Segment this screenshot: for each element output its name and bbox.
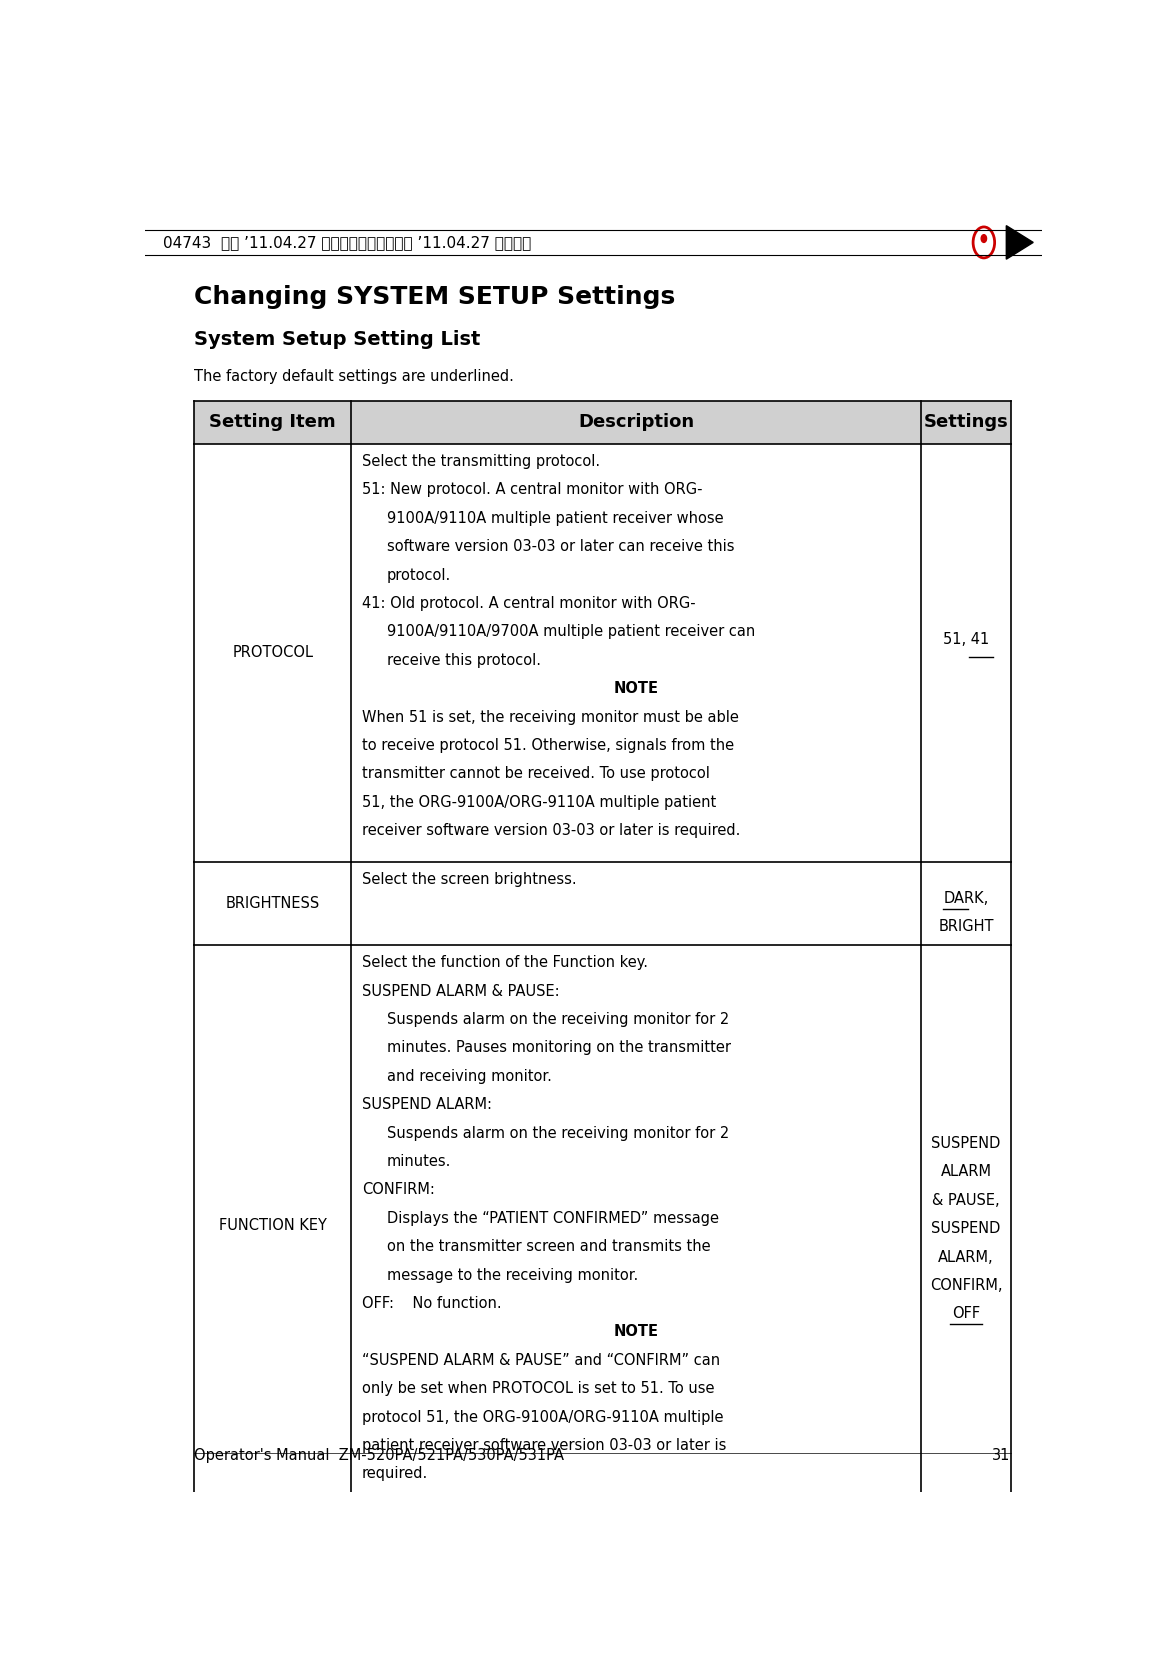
Text: and receiving monitor.: and receiving monitor. [387,1069,552,1084]
Text: OFF:    No function.: OFF: No function. [362,1296,501,1311]
Text: FUNCTION KEY: FUNCTION KEY [219,1217,327,1232]
Text: protocol 51, the ORG-9100A/ORG-9110A multiple: protocol 51, the ORG-9100A/ORG-9110A mul… [362,1410,724,1425]
Text: CONFIRM,: CONFIRM, [930,1277,1002,1292]
Text: transmitter cannot be received. To use protocol: transmitter cannot be received. To use p… [362,766,710,781]
Text: System Setup Setting List: System Setup Setting List [195,330,481,349]
Text: & PAUSE,: & PAUSE, [932,1193,999,1208]
Text: Select the transmitting protocol.: Select the transmitting protocol. [362,454,600,469]
Text: SUSPEND: SUSPEND [931,1222,1001,1237]
Text: minutes. Pauses monitoring on the transmitter: minutes. Pauses monitoring on the transm… [387,1041,731,1056]
Text: Changing SYSTEM SETUP Settings: Changing SYSTEM SETUP Settings [195,285,675,308]
Text: BRIGHTNESS: BRIGHTNESS [226,897,320,912]
Text: NOTE: NOTE [614,1324,659,1339]
Text: on the transmitter screen and transmits the: on the transmitter screen and transmits … [387,1239,711,1254]
Text: minutes.: minutes. [387,1155,452,1170]
Text: Operator's Manual  ZM-520PA/521PA/530PA/531PA: Operator's Manual ZM-520PA/521PA/530PA/5… [195,1448,564,1463]
Text: Settings: Settings [924,414,1009,431]
Text: DARK,: DARK, [944,890,989,905]
Text: Setting Item: Setting Item [210,414,336,431]
Text: Suspends alarm on the receiving monitor for 2: Suspends alarm on the receiving monitor … [387,1012,730,1027]
Text: protocol.: protocol. [387,568,452,583]
Text: 51, 41: 51, 41 [943,632,989,647]
Text: patient receiver software version 03-03 or later is: patient receiver software version 03-03 … [362,1438,726,1453]
Text: 41: Old protocol. A central monitor with ORG-: 41: Old protocol. A central monitor with… [362,597,696,612]
Text: SUSPEND ALARM:: SUSPEND ALARM: [362,1098,492,1113]
Text: message to the receiving monitor.: message to the receiving monitor. [387,1267,638,1282]
Text: SUSPEND: SUSPEND [931,1136,1001,1151]
Text: ALARM: ALARM [940,1165,991,1180]
Text: OFF: OFF [952,1306,980,1321]
Polygon shape [1006,226,1033,260]
Text: software version 03-03 or later can receive this: software version 03-03 or later can rece… [387,540,734,555]
Text: Displays the “PATIENT CONFIRMED” message: Displays the “PATIENT CONFIRMED” message [387,1210,719,1225]
Text: BRIGHT: BRIGHT [938,918,994,934]
Bar [195,401,1011,444]
Text: 51, the ORG-9100A/ORG-9110A multiple patient: 51, the ORG-9100A/ORG-9110A multiple pat… [362,794,716,810]
Text: PROTOCOL: PROTOCOL [232,645,313,660]
Text: CONFIRM:: CONFIRM: [362,1183,434,1197]
Text: Select the screen brightness.: Select the screen brightness. [362,872,577,887]
Text: to receive protocol 51. Otherwise, signals from the: to receive protocol 51. Otherwise, signa… [362,737,734,753]
Text: Suspends alarm on the receiving monitor for 2: Suspends alarm on the receiving monitor … [387,1126,730,1141]
Text: The factory default settings are underlined.: The factory default settings are underli… [195,369,514,384]
Text: 9100A/9110A/9700A multiple patient receiver can: 9100A/9110A/9700A multiple patient recei… [387,625,755,640]
Text: receive this protocol.: receive this protocol. [387,654,541,667]
Text: Description: Description [578,414,694,431]
Text: 04743  作成 ’11.04.27 阿山　悠己　　　承認 ’11.04.27 真柄　睞: 04743 作成 ’11.04.27 阿山 悠己 承認 ’11.04.27 真柄… [162,235,532,250]
Text: 9100A/9110A multiple patient receiver whose: 9100A/9110A multiple patient receiver wh… [387,511,724,526]
Text: 51: New protocol. A central monitor with ORG-: 51: New protocol. A central monitor with… [362,483,703,498]
Text: NOTE: NOTE [614,680,659,696]
Text: When 51 is set, the receiving monitor must be able: When 51 is set, the receiving monitor mu… [362,709,739,724]
Text: 31: 31 [992,1448,1011,1463]
Text: SUSPEND ALARM & PAUSE:: SUSPEND ALARM & PAUSE: [362,984,559,999]
Text: only be set when PROTOCOL is set to 51. To use: only be set when PROTOCOL is set to 51. … [362,1381,714,1396]
Text: “SUSPEND ALARM & PAUSE” and “CONFIRM” can: “SUSPEND ALARM & PAUSE” and “CONFIRM” ca… [362,1353,720,1368]
Text: receiver software version 03-03 or later is required.: receiver software version 03-03 or later… [362,823,740,838]
Text: ALARM,: ALARM, [938,1250,994,1264]
Circle shape [981,235,987,243]
Text: required.: required. [362,1466,428,1482]
Text: Select the function of the Function key.: Select the function of the Function key. [362,955,648,970]
